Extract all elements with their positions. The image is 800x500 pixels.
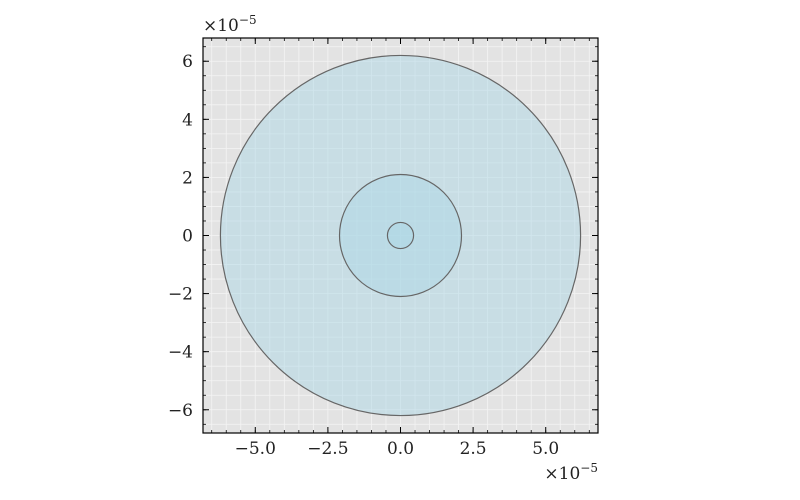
ticks xyxy=(203,38,598,433)
x-tick-label: 5.0 xyxy=(532,439,559,459)
x-tick-label: −5.0 xyxy=(235,439,276,459)
y-tick-label: −2 xyxy=(168,285,193,305)
circles xyxy=(219,54,582,417)
tick-labels: −5.0 −2.5 0.0 2.5 5.0 −6 −4 −2 0 2 4 6 xyxy=(168,52,559,459)
x-tick-label: 0.0 xyxy=(387,439,414,459)
y-tick-label: 4 xyxy=(182,110,193,130)
x-tick-label: 2.5 xyxy=(460,439,487,459)
y-tick-label: −6 xyxy=(168,401,193,421)
circle-3 xyxy=(386,221,415,250)
y-tick-label: 2 xyxy=(182,168,193,188)
x-axis-exponent: −5 xyxy=(580,461,598,475)
y-axis-multiplier: ×10−5 xyxy=(203,13,257,36)
y-tick-label: −4 xyxy=(168,343,193,363)
x-axis-multiplier: ×10−5 xyxy=(544,461,598,484)
y-axis-exponent: −5 xyxy=(239,13,257,27)
y-tick-label: 0 xyxy=(182,227,193,247)
y-tick-label: 6 xyxy=(182,52,193,72)
x-tick-label: −2.5 xyxy=(307,439,348,459)
